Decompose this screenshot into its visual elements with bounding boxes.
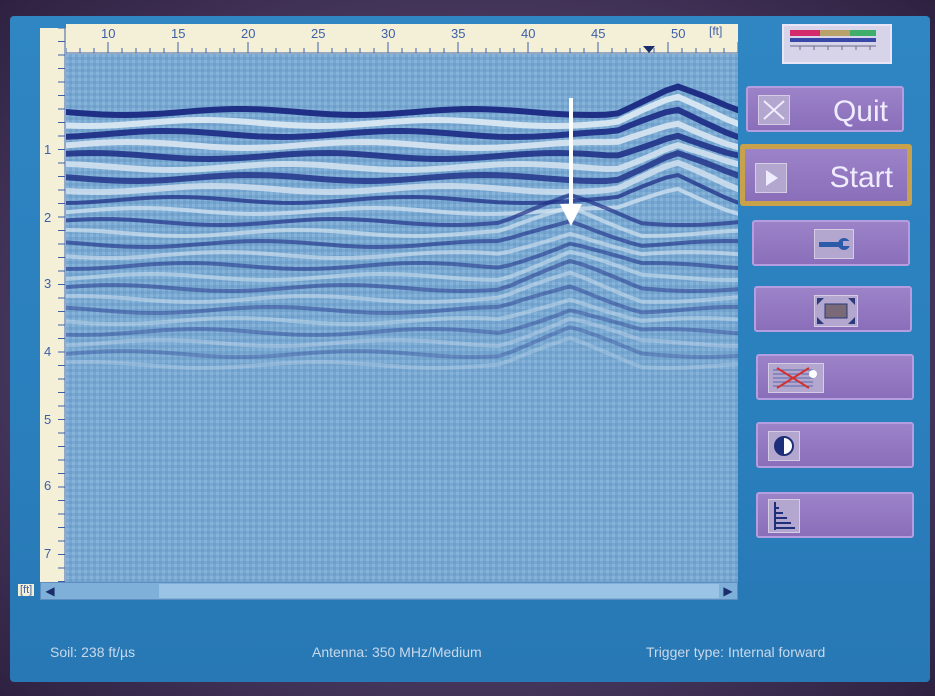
- reflection-band: [66, 173, 738, 206]
- ruler-label-50: 50: [671, 26, 686, 41]
- gain-bars-icon: [768, 499, 800, 533]
- ruler-label-15: 15: [171, 26, 186, 41]
- reflection-band: [66, 93, 738, 130]
- reflection-band: [66, 241, 738, 272]
- reflection-band: [66, 106, 738, 141]
- reflection-band: [66, 325, 738, 360]
- depth-label-3: 3: [44, 276, 52, 291]
- soil-velocity-status: Soil: 238 ft/µs: [50, 644, 136, 660]
- contrast-icon: [768, 431, 800, 461]
- ruler-label-45: 45: [591, 26, 606, 41]
- horizontal-ruler: 10 15 20 25 30 35 40 45 50 [ft]: [66, 24, 738, 54]
- ruler-label-20: 20: [241, 26, 256, 41]
- reflection-band: [66, 141, 738, 174]
- reflection-band: [66, 336, 738, 371]
- reflection-band: [66, 308, 738, 338]
- depth-label-6: 6: [44, 478, 52, 493]
- ruler-label-30: 30: [381, 26, 396, 41]
- vertical-ruler: 1 2 3 4 5 6 7: [40, 28, 66, 600]
- depth-label-4: 4: [44, 344, 52, 359]
- horizontal-scrollbar[interactable]: ◀ ▶: [40, 582, 738, 600]
- reflection-band: [66, 316, 738, 349]
- reflection-band: [66, 186, 738, 217]
- depth-label-1: 1: [44, 142, 52, 157]
- quit-label: Quit: [832, 95, 888, 128]
- reflection-band: [66, 284, 738, 316]
- expand-icon: [814, 295, 858, 327]
- depth-label-2: 2: [44, 210, 52, 225]
- reflection-band: [66, 297, 738, 327]
- scroll-right-arrow-icon[interactable]: ▶: [723, 584, 733, 598]
- reflection-band: [66, 249, 738, 283]
- reflection-band: [66, 120, 738, 152]
- reflection-band: [66, 159, 738, 196]
- filter-button[interactable]: [756, 354, 914, 400]
- play-icon: [755, 163, 787, 193]
- scroll-left-arrow-icon[interactable]: ◀: [45, 584, 55, 598]
- contrast-button[interactable]: [756, 422, 914, 468]
- close-x-icon: [758, 95, 790, 125]
- gain-button[interactable]: [756, 492, 914, 538]
- depth-unit-label: [ft]: [18, 584, 35, 596]
- ruler-unit-label: [ft]: [709, 24, 723, 38]
- quit-button[interactable]: Quit: [746, 86, 904, 132]
- reflection-band: [66, 150, 738, 185]
- radargram-image: [66, 54, 738, 582]
- start-button[interactable]: Start: [740, 144, 912, 206]
- scroll-thumb[interactable]: [159, 584, 719, 598]
- reflection-band: [66, 132, 738, 163]
- reflection-band: [66, 258, 738, 294]
- gpr-screen: 10 15 20 25 30 35 40 45 50 [ft] 1 2 3 4 …: [10, 16, 930, 682]
- trigger-type-status: Trigger type: Internal forward: [646, 644, 826, 660]
- ruler-label-25: 25: [311, 26, 326, 41]
- reflection-band: [66, 192, 738, 228]
- depth-label-5: 5: [44, 412, 52, 427]
- reflection-band: [66, 219, 738, 250]
- reflection-band: [66, 231, 738, 261]
- ruler-label-40: 40: [521, 26, 536, 41]
- ruler-label-10: 10: [101, 26, 116, 41]
- wrench-icon: [814, 229, 854, 259]
- ruler-label-35: 35: [451, 26, 466, 41]
- start-label: Start: [829, 161, 893, 194]
- antenna-status: Antenna: 350 MHz/Medium: [312, 644, 482, 660]
- reflection-band: [66, 205, 738, 239]
- settings-button[interactable]: [752, 220, 910, 266]
- depth-label-7: 7: [44, 546, 52, 561]
- reflection-band: [66, 83, 738, 119]
- battery-icon: [782, 24, 892, 64]
- filter-icon: [768, 363, 824, 393]
- fullscreen-button[interactable]: [754, 286, 912, 332]
- reflection-band: [66, 270, 738, 305]
